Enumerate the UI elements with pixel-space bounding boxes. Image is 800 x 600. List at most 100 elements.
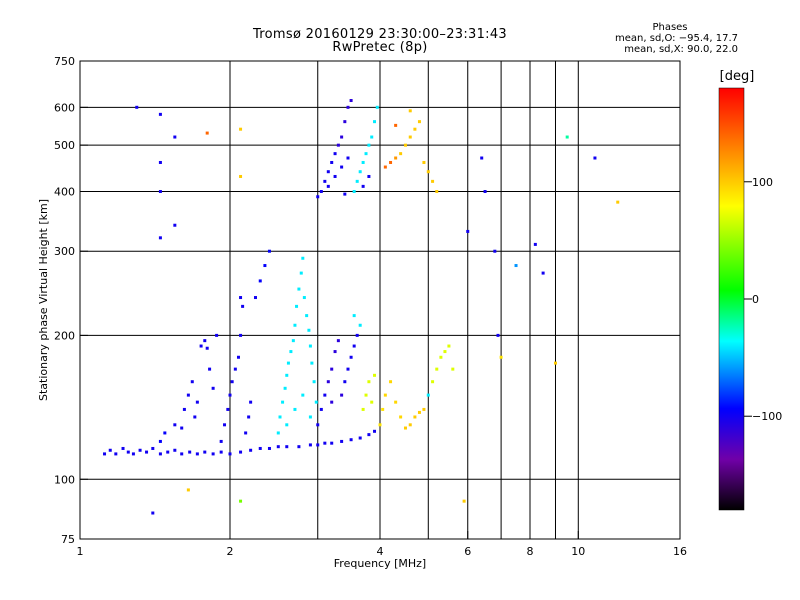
data-point bbox=[247, 415, 251, 419]
data-point bbox=[447, 344, 451, 348]
data-point bbox=[378, 423, 382, 427]
data-point bbox=[565, 135, 569, 139]
data-point bbox=[180, 452, 184, 456]
data-point bbox=[211, 386, 215, 390]
data-point bbox=[239, 499, 243, 503]
data-point bbox=[370, 400, 374, 404]
colorbar-ticks: 100 0 −100 bbox=[744, 176, 782, 423]
data-point bbox=[373, 120, 377, 124]
data-point bbox=[219, 450, 223, 454]
data-point bbox=[413, 127, 417, 131]
data-point bbox=[195, 452, 199, 456]
colorbar-unit-label: [deg] bbox=[719, 69, 755, 84]
data-point bbox=[230, 380, 234, 384]
x-tick-label: 2 bbox=[227, 545, 234, 558]
data-point bbox=[349, 99, 353, 103]
data-point bbox=[281, 400, 285, 404]
data-point bbox=[285, 445, 289, 449]
data-point bbox=[302, 296, 306, 300]
data-point bbox=[307, 328, 311, 332]
chart-title: Tromsø 20160129 23:30:00–23:31:43 bbox=[252, 27, 508, 42]
data-point bbox=[483, 189, 487, 193]
data-point bbox=[308, 344, 312, 348]
data-point bbox=[180, 426, 184, 430]
data-point bbox=[305, 314, 309, 318]
data-point bbox=[367, 143, 371, 147]
data-point bbox=[173, 448, 177, 452]
data-point bbox=[346, 156, 350, 160]
data-point bbox=[326, 184, 330, 188]
data-point bbox=[239, 450, 243, 454]
data-point bbox=[158, 112, 162, 116]
data-point bbox=[417, 410, 421, 414]
data-point bbox=[131, 452, 135, 456]
data-point bbox=[173, 135, 177, 139]
data-point bbox=[285, 373, 289, 377]
data-point bbox=[285, 423, 289, 427]
data-point bbox=[151, 446, 155, 450]
data-point bbox=[408, 109, 412, 113]
data-point bbox=[299, 271, 303, 275]
data-point bbox=[333, 174, 337, 178]
data-point bbox=[295, 304, 299, 308]
data-point bbox=[173, 223, 177, 227]
data-point bbox=[466, 229, 470, 233]
data-point bbox=[319, 407, 323, 411]
y-tick-label: 200 bbox=[54, 329, 75, 342]
data-point bbox=[361, 160, 365, 164]
data-point bbox=[381, 407, 385, 411]
data-point bbox=[239, 174, 243, 178]
data-point bbox=[496, 333, 500, 337]
data-point bbox=[431, 380, 435, 384]
data-point bbox=[514, 264, 518, 268]
chart-subtitle: RwPretec (8p) bbox=[332, 40, 428, 55]
data-point bbox=[276, 431, 280, 435]
data-point bbox=[462, 499, 466, 503]
data-point bbox=[253, 296, 257, 300]
data-point bbox=[593, 156, 597, 160]
data-point bbox=[394, 156, 398, 160]
data-point bbox=[239, 333, 243, 337]
data-point bbox=[249, 448, 253, 452]
colorbar-tick-label: 100 bbox=[752, 176, 773, 189]
data-point bbox=[435, 367, 439, 371]
data-point bbox=[323, 441, 327, 445]
y-tick-label: 500 bbox=[54, 139, 75, 152]
data-point bbox=[355, 333, 359, 337]
data-point bbox=[182, 407, 186, 411]
data-point bbox=[375, 105, 379, 109]
colorbar bbox=[718, 87, 745, 511]
data-point bbox=[394, 400, 398, 404]
data-point bbox=[408, 135, 412, 139]
data-point bbox=[239, 296, 243, 300]
x-axis: 1 2 4 6 8 10 16 bbox=[77, 531, 687, 558]
data-point bbox=[364, 393, 368, 397]
data-point bbox=[358, 436, 362, 440]
data-point bbox=[258, 279, 262, 283]
data-point bbox=[403, 143, 407, 147]
data-point bbox=[343, 380, 347, 384]
data-point bbox=[326, 170, 330, 174]
data-point bbox=[346, 367, 350, 371]
data-point bbox=[352, 314, 356, 318]
data-point bbox=[276, 445, 280, 449]
data-point bbox=[373, 373, 377, 377]
data-point bbox=[301, 393, 305, 397]
data-point bbox=[195, 400, 199, 404]
y-tick-label: 400 bbox=[54, 185, 75, 198]
data-point bbox=[267, 446, 271, 450]
data-point bbox=[323, 393, 327, 397]
data-point bbox=[308, 443, 312, 447]
data-point bbox=[355, 179, 359, 183]
data-point bbox=[367, 380, 371, 384]
y-tick-label: 100 bbox=[54, 473, 75, 486]
data-point bbox=[108, 448, 112, 452]
data-point bbox=[394, 123, 398, 127]
data-point bbox=[319, 189, 323, 193]
data-point bbox=[316, 443, 320, 447]
data-point bbox=[426, 170, 430, 174]
data-point bbox=[533, 242, 537, 246]
data-point bbox=[297, 287, 301, 291]
data-point bbox=[422, 407, 426, 411]
data-point bbox=[278, 415, 282, 419]
